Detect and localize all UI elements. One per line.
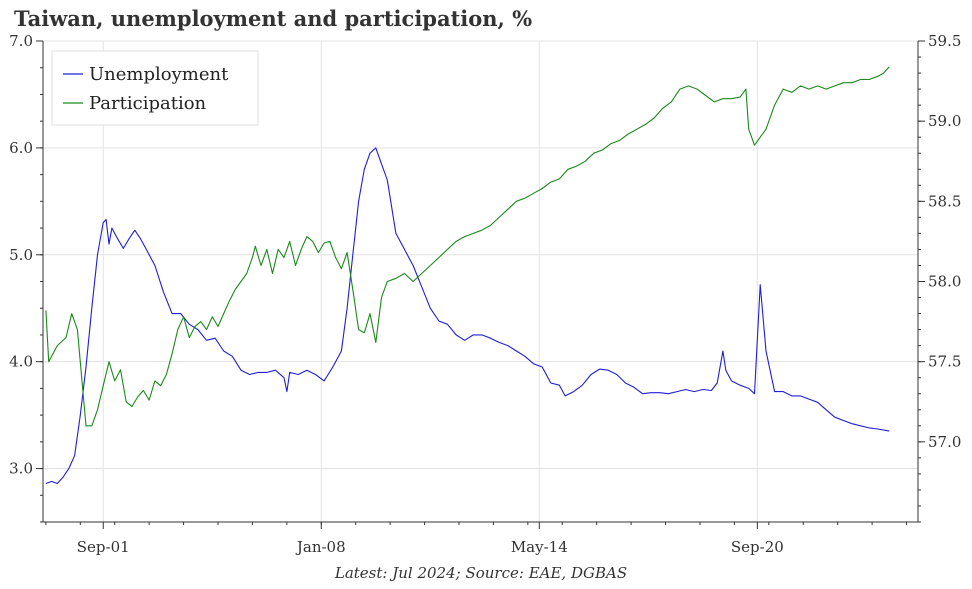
y-right-tick-label: 59.5: [928, 32, 961, 50]
y-left-tick-label: 3.0: [9, 460, 33, 478]
legend: Unemployment Participation: [51, 50, 259, 126]
y-left-tick-label: 7.0: [9, 32, 33, 50]
x-tick-label: Sep-20: [731, 538, 784, 556]
x-tick-label: Jan-08: [295, 538, 346, 556]
y-left-tick-label: 6.0: [9, 139, 33, 157]
chart-footer: Latest: Jul 2024; Source: EAE, DGBAS: [334, 564, 628, 582]
y-left-tick-label: 5.0: [9, 246, 33, 264]
y-right-tick-label: 58.0: [928, 273, 961, 291]
y-left-tick-label: 4.0: [9, 353, 33, 371]
legend-label-participation: Participation: [89, 93, 207, 114]
x-tick-label: Sep-01: [77, 538, 130, 556]
chart-title: Taiwan, unemployment and participation, …: [14, 6, 533, 31]
y-right-tick-label: 58.5: [928, 192, 961, 210]
y-right-tick-label: 59.0: [928, 112, 961, 130]
axis-layer: 3.0 4.0 5.0 6.0 7.0 57.0 57.5 58.0 58.5 59.0 59.5 S…: [9, 32, 961, 556]
series-line-unemployment: [45, 147, 890, 485]
y-right-tick-label: 57.0: [928, 433, 961, 451]
legend-box: [51, 50, 259, 126]
legend-label-unemployment: Unemployment: [89, 64, 229, 85]
series-line-participation: [45, 66, 890, 427]
x-tick-label: May-14: [511, 538, 568, 556]
y-right-tick-label: 57.5: [928, 353, 961, 371]
series-layer: [45, 66, 890, 485]
